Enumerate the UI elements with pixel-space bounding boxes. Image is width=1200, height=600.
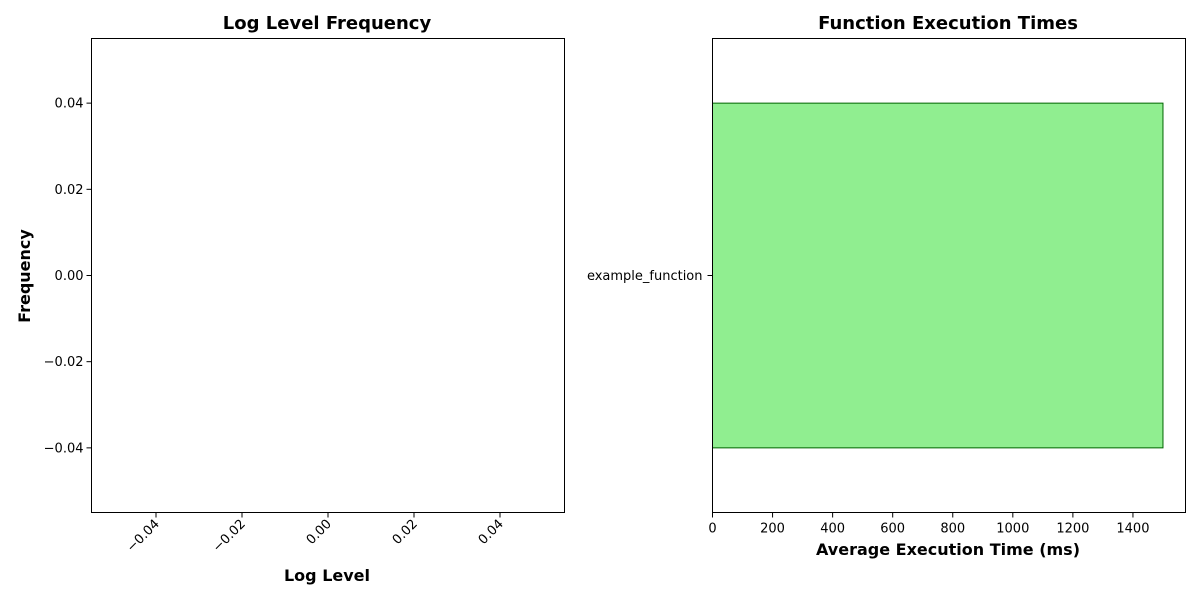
x-tick-label: 0.04 (476, 517, 507, 548)
x-tick-label: 600 (880, 522, 905, 537)
x-tick-label: 200 (760, 522, 785, 537)
y-tick-label: −0.02 (44, 355, 84, 370)
x-tick-label: 0 (708, 522, 716, 537)
x-tick-label: 1400 (1116, 522, 1149, 537)
y-axis: example_function (587, 269, 713, 284)
x-tick-label: 1200 (1056, 522, 1089, 537)
x-axis: 0 200 400 600 800 1000 1200 1400 (708, 512, 1149, 537)
execution-times-chart: Function Execution Times example_functio… (587, 13, 1186, 559)
bar (712, 102, 1164, 449)
chart-title: Function Execution Times (818, 13, 1078, 34)
x-tick-label: 400 (820, 522, 845, 537)
plot-area (91, 38, 565, 513)
y-tick-label: 0.04 (55, 97, 84, 112)
y-axis-label: Frequency (15, 229, 34, 323)
x-tick-label: −0.02 (210, 517, 249, 556)
log-level-chart: Log Level Frequency −0.04 −0.02 0.00 0.02 0.… (15, 13, 565, 585)
y-tick-label: example_function (587, 269, 703, 284)
bars (712, 102, 1164, 449)
x-tick-label: 1000 (996, 522, 1029, 537)
x-tick-label: 0.02 (390, 517, 421, 548)
y-axis: −0.04 −0.02 0.00 0.02 0.04 (44, 97, 92, 456)
x-axis-label: Average Execution Time (ms) (816, 540, 1080, 559)
y-tick-label: −0.04 (44, 441, 84, 456)
x-tick-label: 0.00 (304, 517, 335, 548)
y-tick-label: 0.02 (55, 183, 84, 198)
x-tick-label: 800 (940, 522, 965, 537)
chart-title: Log Level Frequency (223, 13, 432, 34)
x-tick-label: −0.04 (124, 517, 163, 556)
x-axis: −0.04 −0.02 0.00 0.02 0.04 (124, 512, 507, 556)
y-tick-label: 0.00 (55, 269, 84, 284)
x-axis-label: Log Level (284, 566, 370, 585)
